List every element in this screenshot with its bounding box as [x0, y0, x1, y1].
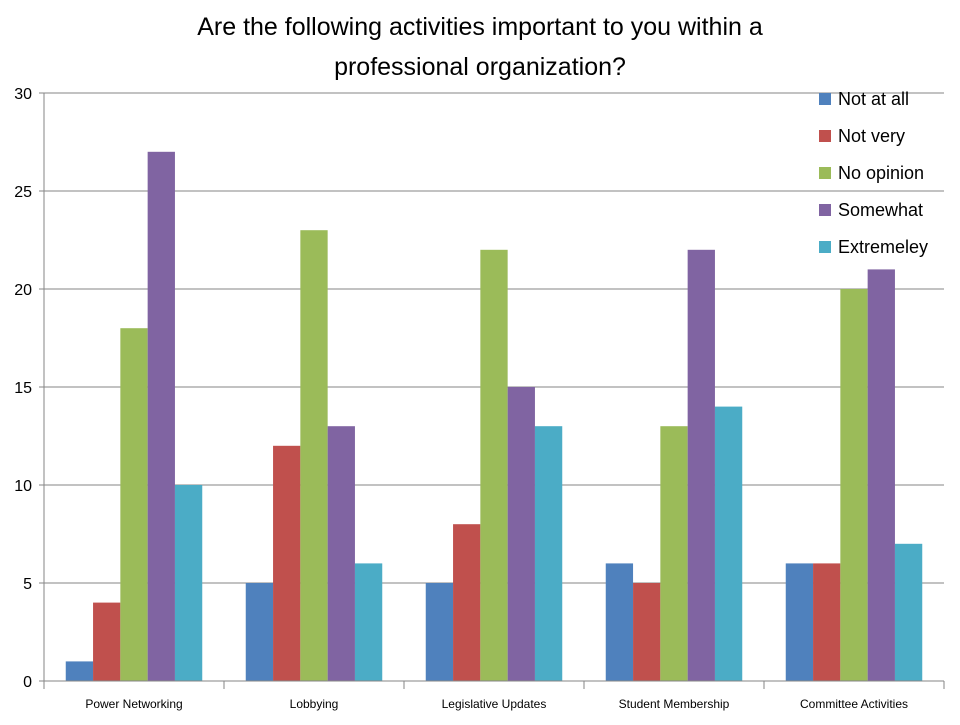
chart-title-line-1: Are the following activities important t…: [197, 13, 763, 41]
y-tick-label: 15: [14, 380, 32, 397]
y-tick-label: 25: [14, 184, 32, 201]
bar: [245, 583, 274, 681]
bar: [785, 563, 814, 681]
legend-label: Somewhat: [838, 200, 923, 220]
y-tick-label: 20: [14, 282, 32, 299]
legend-label: Extremeley: [838, 237, 928, 257]
bar: [605, 563, 634, 681]
bar-group: [605, 249, 743, 682]
y-tick-label: 30: [14, 86, 32, 103]
bar: [273, 445, 301, 681]
x-tick-label: Lobbying: [290, 697, 339, 711]
chart-title: Are the following activities important t…: [197, 13, 763, 81]
bar: [714, 406, 743, 681]
legend-item: Extremeley: [819, 237, 928, 257]
legend-item: Not very: [819, 126, 905, 146]
y-tick-label: 0: [23, 674, 32, 691]
bar: [147, 151, 175, 682]
bar: [507, 387, 535, 681]
legend: Not at all Not very No opinion Somewhat Extr…: [819, 89, 928, 257]
bar-group: [425, 249, 563, 682]
chart-title-line-2: professional organization?: [334, 53, 626, 81]
legend-swatch: [819, 204, 831, 216]
bar: [174, 485, 203, 681]
bar: [813, 563, 841, 681]
bar: [840, 289, 868, 681]
y-axis-ticks: 0 5 10 15 20 25 30: [14, 86, 44, 691]
bar-group: [785, 269, 923, 681]
bar: [687, 249, 715, 682]
legend-swatch: [819, 167, 831, 179]
bar: [425, 583, 454, 681]
legend-item: Not at all: [819, 89, 909, 109]
bar: [453, 524, 481, 681]
bar: [894, 543, 923, 681]
legend-item: Somewhat: [819, 200, 923, 220]
bar: [327, 426, 355, 681]
bar: [354, 563, 383, 681]
legend-label: No opinion: [838, 163, 924, 183]
bars: [65, 151, 923, 682]
legend-item: No opinion: [819, 163, 924, 183]
bar: [867, 269, 895, 681]
bar: [534, 426, 563, 681]
bar-group: [65, 151, 203, 682]
bar: [93, 602, 121, 681]
legend-swatch: [819, 93, 831, 105]
legend-swatch: [819, 241, 831, 253]
x-tick-label: Power Networking: [85, 697, 182, 711]
x-tick-label: Legislative Updates: [442, 697, 547, 711]
x-tick-label: Student Membership: [619, 697, 730, 711]
y-tick-label: 10: [14, 478, 32, 495]
bar: [480, 249, 508, 682]
x-tick-label: Committee Activities: [800, 697, 908, 711]
bar: [660, 426, 688, 681]
legend-swatch: [819, 130, 831, 142]
bar: [633, 583, 661, 681]
legend-label: Not at all: [838, 89, 909, 109]
bar: [120, 328, 148, 681]
bar: [65, 661, 94, 681]
y-tick-label: 5: [23, 576, 32, 593]
bar: [300, 230, 328, 681]
bar-group: [245, 230, 383, 681]
legend-label: Not very: [838, 126, 905, 146]
x-axis-ticks: Power Networking Lobbying Legislative Upda…: [43, 681, 945, 711]
